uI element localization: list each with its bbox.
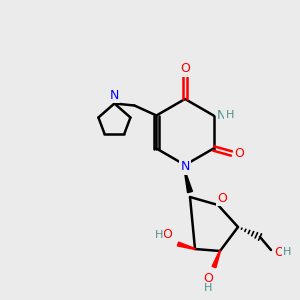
Text: O: O xyxy=(235,147,244,160)
Text: O: O xyxy=(274,245,284,259)
Text: O: O xyxy=(180,62,190,76)
Text: O: O xyxy=(162,229,172,242)
Polygon shape xyxy=(184,172,192,193)
Text: O: O xyxy=(203,272,213,286)
Text: H: H xyxy=(155,230,163,240)
Text: N: N xyxy=(180,160,190,173)
Text: N: N xyxy=(110,89,119,102)
Text: H: H xyxy=(225,110,234,119)
Text: N: N xyxy=(217,109,226,122)
Polygon shape xyxy=(212,251,220,268)
Text: O: O xyxy=(217,191,227,205)
Text: H: H xyxy=(283,247,291,257)
Polygon shape xyxy=(177,242,195,250)
Text: H: H xyxy=(204,283,212,293)
